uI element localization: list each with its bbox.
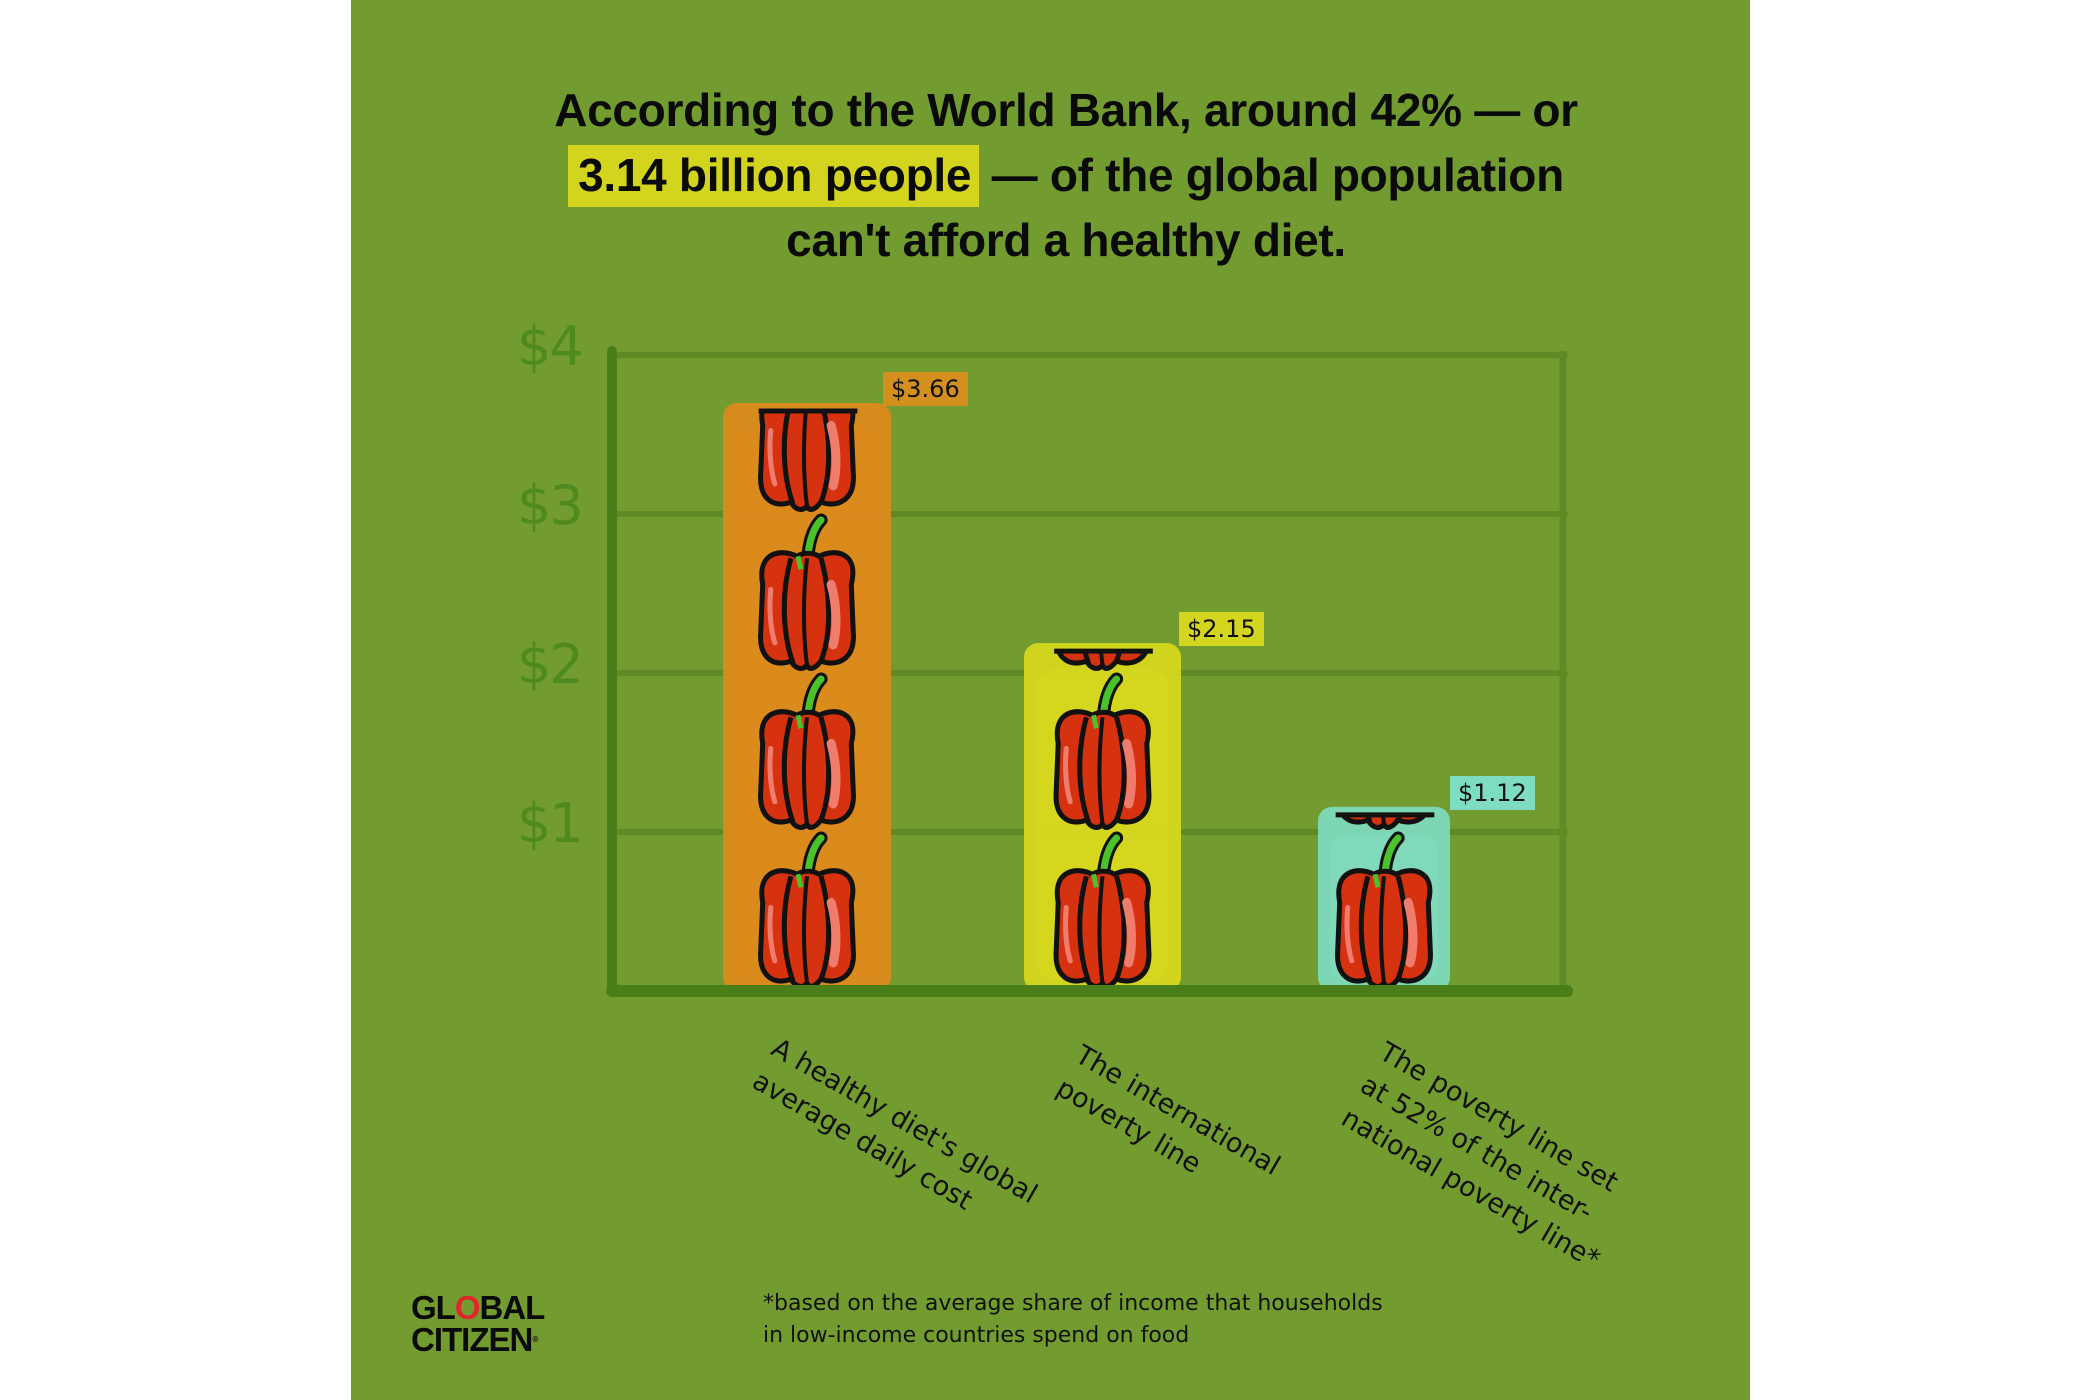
y-tick-label: $1: [517, 792, 584, 855]
footnote: *based on the average share of income th…: [763, 1288, 1383, 1352]
bell-pepper-icon: [761, 361, 854, 509]
bar-group: [1024, 643, 1181, 991]
footnote-line-1: *based on the average share of income th…: [763, 1291, 1383, 1316]
logo-text-o: O: [454, 1289, 481, 1326]
headline-line-2-rest: — of the global population: [979, 149, 1565, 201]
logo-text-bal: BAL: [479, 1289, 546, 1326]
logo-text-citizen: CITIZEN: [411, 1321, 533, 1358]
value-label: $3.66: [883, 372, 968, 407]
footnote-line-2: in low-income countries spend on food: [763, 1323, 1190, 1348]
bar-group: [1318, 679, 1450, 991]
y-tick-label: $3: [517, 474, 584, 537]
partial-pepper: [761, 361, 854, 509]
registered-mark: ®: [532, 1335, 538, 1344]
headline-line-2: 3.14 billion people — of the global popu…: [351, 143, 1750, 208]
bar-group: [723, 361, 891, 991]
headline-line-1: According to the World Bank, around 42% …: [554, 84, 1578, 136]
logo-line-2: CITIZEN®: [411, 1321, 544, 1358]
value-label: $2.15: [1179, 612, 1264, 647]
logo-line-1: GLOBAL: [411, 1289, 546, 1326]
y-tick-label: $4: [517, 315, 584, 378]
infographic-panel: According to the World Bank, around 42% …: [351, 0, 1750, 1400]
partial-pepper: [1338, 679, 1431, 827]
bars: [723, 361, 1450, 991]
global-citizen-logo: GLOBAL CITIZEN®: [411, 1289, 546, 1358]
headline-line-3: can't afford a healthy diet.: [786, 214, 1346, 266]
logo-text-gl: GL: [411, 1289, 456, 1326]
y-tick-label: $2: [517, 633, 584, 696]
bar-chart: [606, 346, 1573, 997]
value-label: $1.12: [1450, 775, 1535, 810]
axes: [606, 346, 1573, 997]
headline: According to the World Bank, around 42% …: [351, 78, 1750, 273]
headline-highlight: 3.14 billion people: [568, 145, 980, 207]
bell-pepper-icon: [1338, 679, 1431, 827]
